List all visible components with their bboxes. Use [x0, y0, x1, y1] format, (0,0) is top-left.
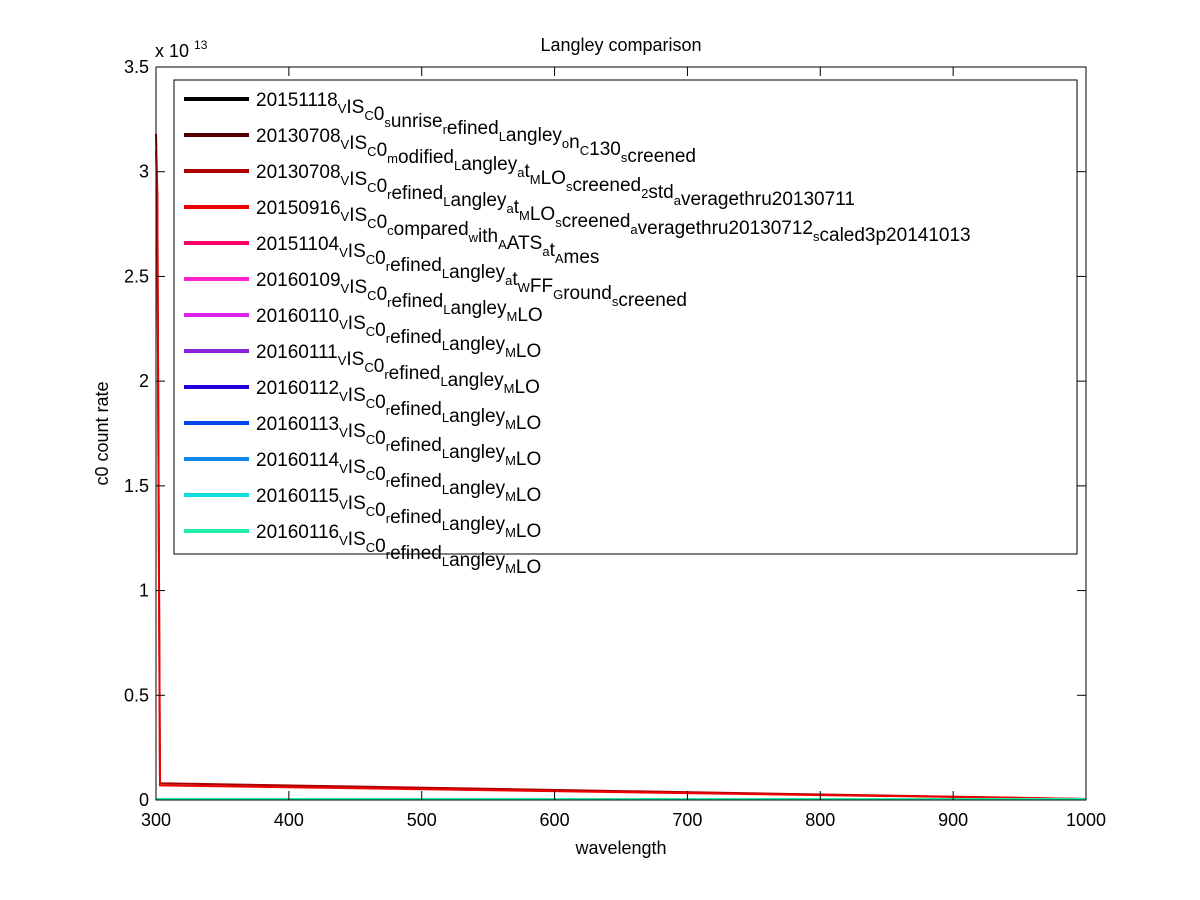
legend-label: 20160112VISC0refinedLangleyMLO [256, 378, 541, 434]
y-tick-label: 2.5 [124, 266, 149, 286]
chart-title: Langley comparison [540, 35, 701, 55]
legend-label: 20160113VISC0refinedLangleyMLO [256, 414, 541, 470]
x-tick-label: 900 [938, 810, 968, 830]
legend-label: 20160109VISC0refinedLangleyMLO [256, 270, 543, 326]
legend-label: 20151104VISC0refinedLangleyatWFFGroundsc… [256, 234, 687, 311]
legend-item: 20160110VISC0refinedLangleyMLO [184, 306, 541, 362]
series-line-4 [155, 150, 1087, 800]
series-layer [155, 133, 1087, 800]
legend-label: 20160115VISC0refinedLangleyMLO [256, 486, 541, 542]
plot-frame [155, 66, 1087, 801]
legend-item: 20150916VISC0comparedwithAATSatAmes [184, 198, 599, 268]
y-tick-label: 3 [139, 162, 149, 182]
legend-item: 20151104VISC0refinedLangleyatWFFGroundsc… [184, 234, 687, 311]
legend-item: 20160116VISC0refinedLangleyMLO [184, 522, 541, 578]
legend-label: 20130708VISC0modifiedLangleyatMLOscreene… [256, 126, 855, 210]
legend-label: 20130708VISC0refinedLangleyatMLOscreened… [256, 162, 971, 246]
x-tick-label: 400 [274, 810, 304, 830]
y-tick-label: 1 [139, 581, 149, 601]
legend-label: 20160116VISC0refinedLangleyMLO [256, 522, 541, 578]
x-tick-label: 800 [805, 810, 835, 830]
x-tick-label: 1000 [1066, 810, 1106, 830]
y-tick-label: 0.5 [124, 685, 149, 705]
y-tick-label: 3.5 [124, 57, 149, 77]
legend-item: 20130708VISC0modifiedLangleyatMLOscreene… [184, 126, 855, 210]
y-tick-label: 0 [139, 790, 149, 810]
legend-label: 20160114VISC0refinedLangleyMLO [256, 450, 541, 506]
y-exponent-label: x 10 13 [155, 38, 208, 61]
legend-item: 20160113VISC0refinedLangleyMLO [184, 414, 541, 470]
ticks-layer: 300 400 500 600 700 800 900 1000 0 0.5 1 1.5 2 2.5 3 3.… [124, 57, 1106, 830]
x-axis-label: wavelength [574, 838, 666, 858]
legend-label: 20151118VISC0sunriserefinedLangleyonC130… [256, 90, 696, 167]
legend: 20151118VISC0sunriserefinedLangleyonC130… [173, 79, 1078, 578]
x-tick-label: 700 [672, 810, 702, 830]
legend-item: 20160112VISC0refinedLangleyMLO [184, 378, 541, 434]
y-tick-label: 2 [139, 371, 149, 391]
x-tick-label: 500 [407, 810, 437, 830]
y-axis-label: c0 count rate [92, 381, 112, 485]
legend-item: 20160109VISC0refinedLangleyMLO [184, 270, 543, 326]
legend-item: 20160115VISC0refinedLangleyMLO [184, 486, 541, 542]
legend-box [173, 79, 1078, 555]
y-exponent-base: x 10 [155, 41, 189, 61]
legend-label: 20150916VISC0comparedwithAATSatAmes [256, 198, 599, 268]
legend-item: 20160111VISC0refinedLangleyMLO [184, 342, 540, 398]
legend-label: 20160110VISC0refinedLangleyMLO [256, 306, 541, 362]
legend-item: 20160114VISC0refinedLangleyMLO [184, 450, 541, 506]
legend-item: 20130708VISC0refinedLangleyatMLOscreened… [184, 162, 971, 246]
legend-item: 20151118VISC0sunriserefinedLangleyonC130… [184, 90, 696, 167]
y-exponent-power: 13 [194, 38, 208, 52]
x-tick-label: 600 [540, 810, 570, 830]
y-tick-label: 1.5 [124, 476, 149, 496]
legend-label: 20160111VISC0refinedLangleyMLO [256, 342, 540, 398]
x-tick-label: 300 [141, 810, 171, 830]
